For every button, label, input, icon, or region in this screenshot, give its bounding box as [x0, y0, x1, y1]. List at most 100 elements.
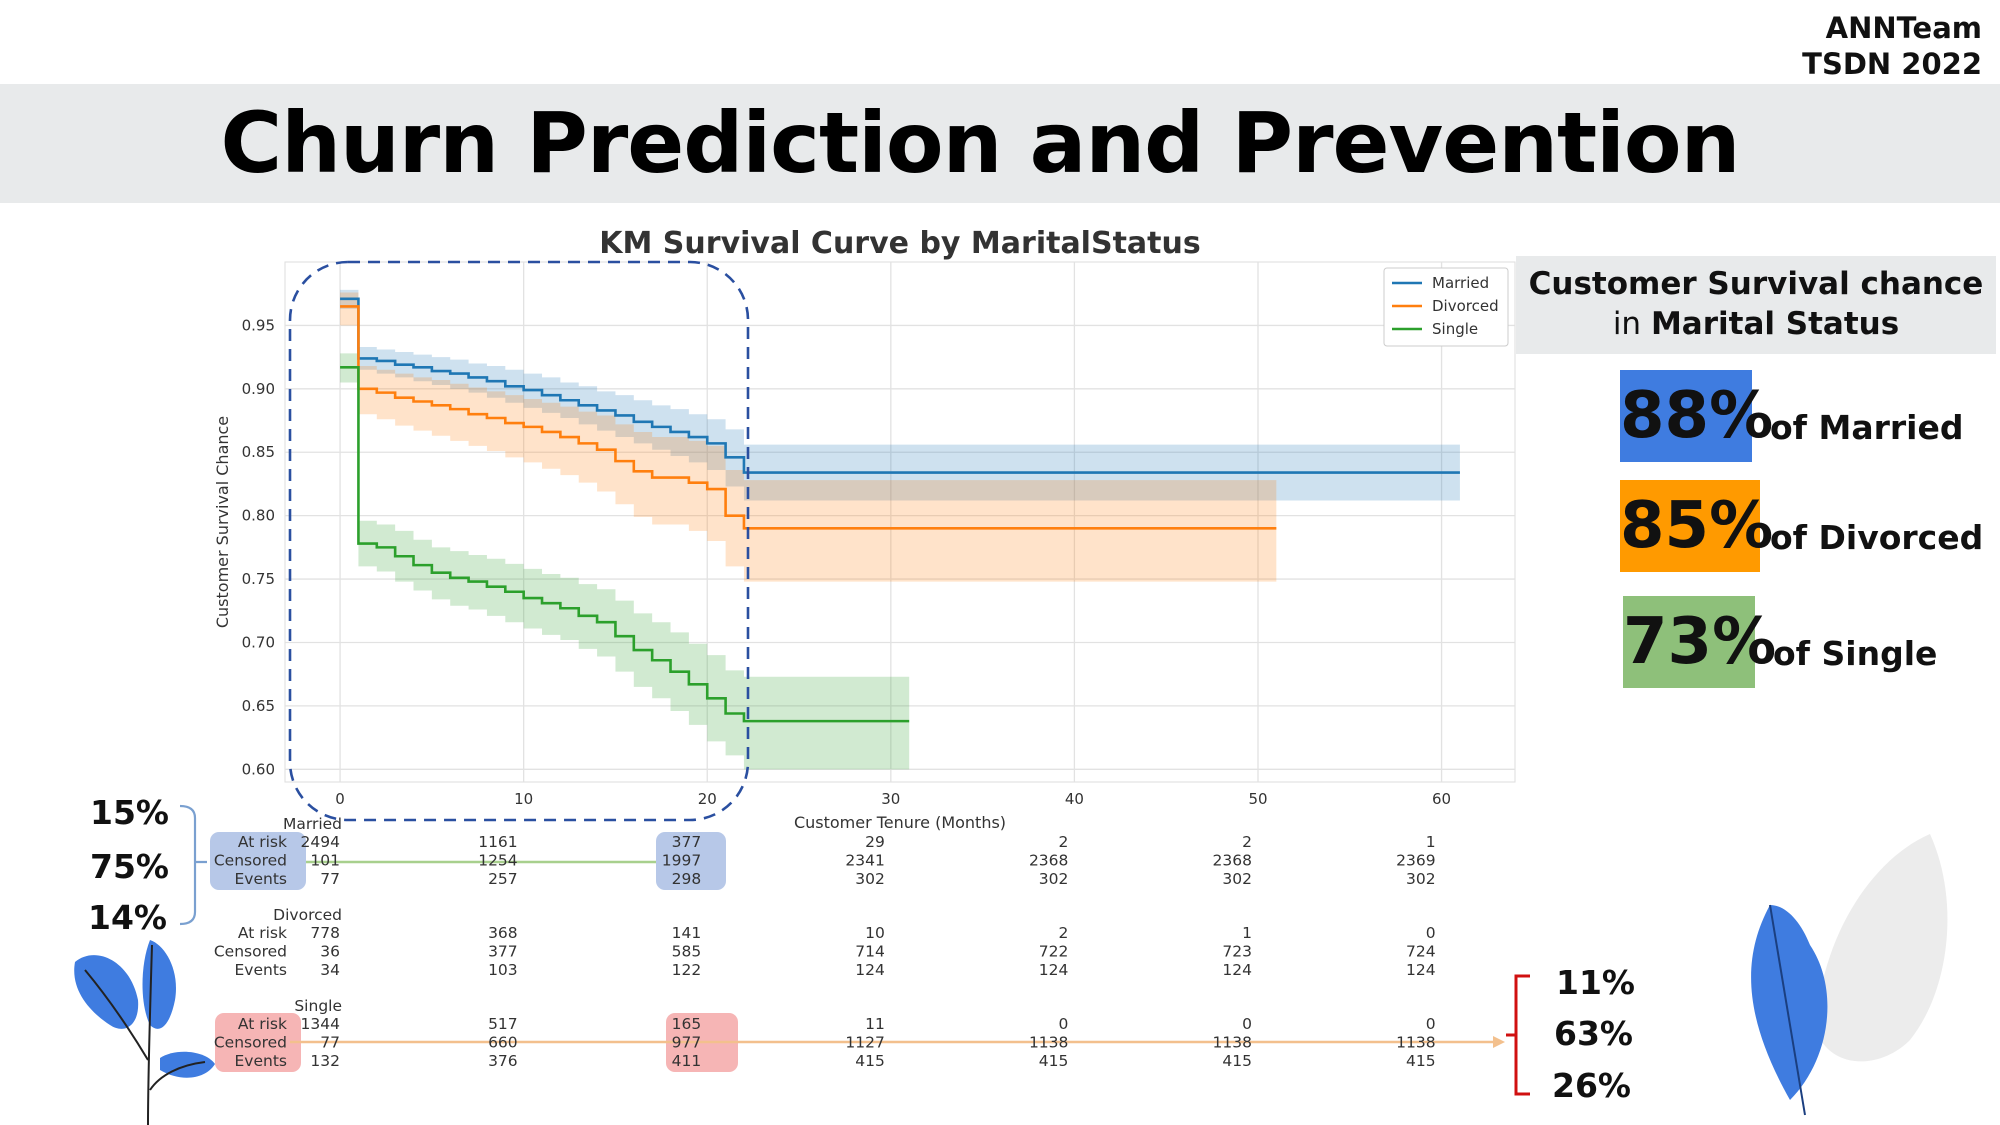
- x-tick-label: 50: [1248, 790, 1267, 808]
- x-axis-label: Customer Tenure (Months): [794, 813, 1006, 832]
- table-cell: 0: [1059, 1015, 1069, 1033]
- married-t20-highlight: [656, 832, 726, 890]
- table-cell: 723: [1222, 943, 1252, 961]
- page-title: Churn Prediction and Prevention: [220, 94, 1741, 192]
- x-tick-label: 30: [881, 790, 900, 808]
- table-cell: 1127: [845, 1034, 884, 1052]
- right-callout-1: 11%: [1556, 963, 1635, 1002]
- title-band: [0, 84, 2000, 203]
- table-row-label: At risk: [238, 833, 287, 851]
- x-tick-label: 0: [335, 790, 345, 808]
- single-stat-value: 73%: [1623, 605, 1777, 679]
- x-tick-label: 20: [698, 790, 717, 808]
- table-cell: 77: [320, 1034, 340, 1052]
- table-cell: 302: [1406, 870, 1436, 888]
- table-cell: 377: [672, 833, 702, 851]
- table-cell: 124: [855, 961, 885, 979]
- table-cell: 1138: [1396, 1034, 1435, 1052]
- table-cell: 257: [488, 870, 518, 888]
- left-callout-2: 75%: [90, 847, 169, 886]
- plot-area: [284, 261, 1516, 783]
- table-row-label: At risk: [238, 1015, 287, 1033]
- left-callout-3: 14%: [88, 898, 167, 937]
- table-cell: 0: [1426, 1015, 1436, 1033]
- table-cell: 124: [1406, 961, 1436, 979]
- brand-team: ANNTeam: [1825, 11, 1982, 45]
- brand-block: ANNTeam TSDN 2022: [1802, 10, 1982, 82]
- ci-band-married: [340, 289, 1460, 501]
- table-cell: 1: [1242, 924, 1252, 942]
- table-cell: 660: [488, 1034, 518, 1052]
- y-tick-label: 0.90: [242, 380, 275, 398]
- table-cell: 724: [1406, 943, 1436, 961]
- table-group-label: Single: [294, 997, 342, 1015]
- survival-line-divorced: [340, 305, 1277, 530]
- table-row-label: Events: [235, 961, 287, 979]
- table-cell: 415: [855, 1052, 885, 1070]
- table-cell: 141: [672, 924, 702, 942]
- y-tick-label: 0.95: [242, 316, 275, 334]
- survival-line-single: [340, 365, 910, 723]
- table-cell: 2369: [1396, 852, 1435, 870]
- x-tick-label: 60: [1432, 790, 1451, 808]
- table-group-label: Married: [283, 815, 342, 833]
- table-cell: 714: [855, 943, 885, 961]
- table-cell: 778: [310, 924, 340, 942]
- left-leaf-1: [74, 955, 139, 1029]
- table-cell: 2494: [301, 833, 340, 851]
- table-cell: 2368: [1213, 852, 1252, 870]
- table-cell: 124: [1039, 961, 1069, 979]
- married-row-highlight: [210, 832, 306, 890]
- table-cell: 165: [672, 1015, 702, 1033]
- y-tick-label: 0.70: [242, 633, 275, 651]
- single-stat-label: of Single: [1773, 634, 1938, 673]
- table-cell: 411: [672, 1052, 702, 1070]
- y-tick-label: 0.75: [242, 570, 275, 588]
- table-group-label: Divorced: [273, 906, 342, 924]
- stat-box-single: [1623, 596, 1755, 688]
- stat-box-divorced: [1620, 480, 1760, 572]
- table-cell: 302: [855, 870, 885, 888]
- table-cell: 1: [1426, 833, 1436, 851]
- legend-label-married: Married: [1432, 274, 1489, 292]
- y-tick-label: 0.80: [242, 507, 275, 525]
- table-cell: 298: [672, 870, 702, 888]
- married-stat-label: of Married: [1770, 408, 1964, 447]
- single-row-highlight: [215, 1013, 301, 1072]
- left-bracket: [179, 804, 207, 926]
- table-cell: 132: [310, 1052, 340, 1070]
- table-cell: 302: [1039, 870, 1069, 888]
- table-cell: 36: [320, 943, 340, 961]
- divorced-stat-value: 85%: [1620, 489, 1774, 563]
- left-leaf-2: [142, 940, 176, 1029]
- table-row-label: Censored: [214, 1034, 287, 1052]
- table-row-label: Events: [235, 870, 287, 888]
- table-cell: 1344: [301, 1015, 340, 1033]
- table-row-label: Censored: [214, 852, 287, 870]
- table-cell: 1161: [478, 833, 517, 851]
- left-callout-1: 15%: [90, 793, 169, 832]
- x-tick-label: 40: [1065, 790, 1084, 808]
- table-cell: 122: [672, 961, 702, 979]
- side-panel-heading: Customer Survival chance: [1528, 266, 1984, 302]
- table-cell: 302: [1222, 870, 1252, 888]
- y-tick-label: 0.65: [242, 697, 275, 715]
- side-panel-subheading: in Marital Status: [1516, 306, 1996, 342]
- left-plant-stems: [84, 944, 206, 1125]
- subheading-bold: Marital Status: [1650, 306, 1900, 342]
- y-axis-label: Customer Survival Chance: [213, 416, 232, 628]
- table-cell: 34: [320, 961, 340, 979]
- x-tick-label: 10: [514, 790, 533, 808]
- y-tick-label: 0.85: [242, 443, 275, 461]
- table-cell: 1138: [1213, 1034, 1252, 1052]
- legend-label-single: Single: [1432, 320, 1478, 338]
- table-cell: 11: [865, 1015, 885, 1033]
- table-cell: 10: [865, 924, 885, 942]
- table-row-label: Events: [235, 1052, 287, 1070]
- table-cell: 2: [1242, 833, 1252, 851]
- divorced-stat-label: of Divorced: [1770, 518, 1984, 557]
- ci-band-divorced: [340, 292, 1277, 582]
- table-cell: 2: [1059, 833, 1069, 851]
- table-row-label: At risk: [238, 924, 287, 942]
- ci-band-single: [340, 353, 910, 770]
